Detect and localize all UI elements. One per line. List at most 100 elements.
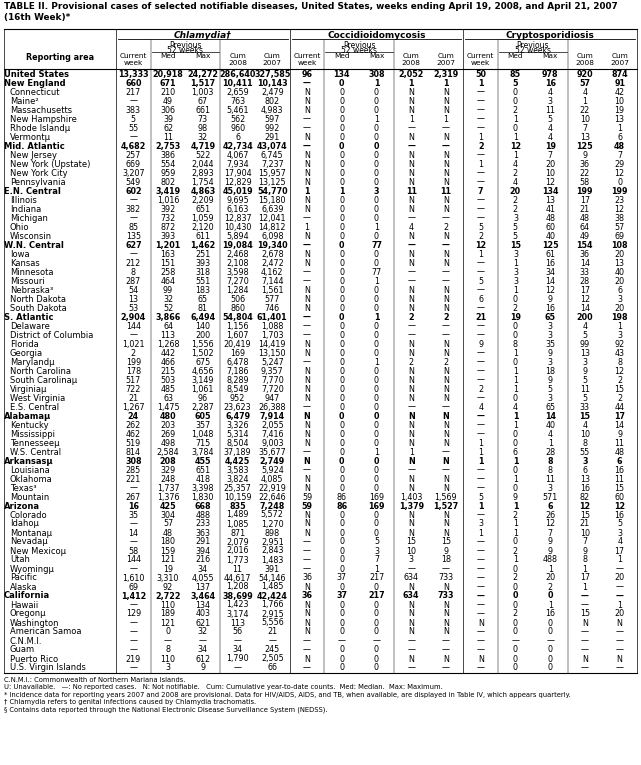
Text: 2: 2 (408, 312, 414, 321)
Text: N: N (304, 177, 310, 187)
Text: 0: 0 (339, 582, 344, 591)
Text: (16th Week)*: (16th Week)* (4, 13, 71, 22)
Text: S. Atlantic: S. Atlantic (4, 312, 53, 321)
Text: —: — (233, 636, 242, 646)
Text: N: N (443, 285, 449, 295)
Text: 0: 0 (374, 474, 379, 483)
Text: 3: 3 (547, 321, 553, 330)
Text: N: N (443, 519, 449, 529)
Text: 0: 0 (374, 123, 379, 132)
Text: N: N (408, 340, 414, 349)
Text: N: N (443, 168, 449, 177)
Text: 0: 0 (339, 330, 344, 340)
Text: 0: 0 (374, 177, 379, 187)
Text: 19,340: 19,340 (257, 240, 288, 249)
Text: 0: 0 (547, 663, 553, 672)
Text: N: N (443, 610, 449, 618)
Text: 382: 382 (126, 204, 141, 213)
Text: 9: 9 (582, 366, 587, 376)
Text: 5: 5 (617, 519, 622, 529)
Text: 245: 245 (265, 646, 280, 655)
Text: 0: 0 (374, 376, 379, 385)
Text: 1: 1 (513, 457, 518, 465)
Text: N: N (443, 376, 449, 385)
Text: 55: 55 (128, 123, 138, 132)
Text: 2,120: 2,120 (192, 223, 214, 232)
Text: South Dakota: South Dakota (10, 304, 67, 312)
Text: —: — (615, 582, 624, 591)
Text: 248: 248 (160, 474, 176, 483)
Text: 3: 3 (617, 529, 622, 538)
Text: New York City: New York City (10, 168, 67, 177)
Text: 0: 0 (339, 483, 344, 493)
Text: 121: 121 (160, 618, 176, 627)
Text: 418: 418 (196, 474, 210, 483)
Text: 13: 13 (580, 349, 590, 357)
Text: 1,267: 1,267 (122, 402, 145, 412)
Text: N: N (443, 438, 449, 448)
Text: 0: 0 (513, 591, 518, 601)
Text: 1,048: 1,048 (192, 429, 214, 438)
Text: 4: 4 (583, 321, 587, 330)
Text: —: — (303, 115, 311, 123)
Text: 11: 11 (580, 385, 590, 393)
Text: C.N.M.I.: Commonwealth of Northern Mariana Islands.: C.N.M.I.: Commonwealth of Northern Maria… (4, 676, 185, 682)
Text: 0: 0 (339, 79, 344, 87)
Text: 959: 959 (160, 168, 176, 177)
Text: 200: 200 (196, 330, 210, 340)
Text: 0: 0 (374, 340, 379, 349)
Text: 6: 6 (617, 132, 622, 142)
Text: 1: 1 (374, 79, 379, 87)
Text: N: N (478, 655, 484, 663)
Text: N: N (304, 601, 310, 610)
Text: 11: 11 (545, 106, 555, 115)
Text: 394: 394 (196, 546, 210, 555)
Text: 466: 466 (161, 357, 176, 366)
Text: 7: 7 (374, 555, 379, 565)
Text: 1,610: 1,610 (122, 574, 145, 582)
Text: 39: 39 (163, 115, 173, 123)
Text: 1: 1 (374, 565, 379, 574)
Text: —: — (477, 106, 485, 115)
Text: 212: 212 (126, 259, 141, 268)
Text: 8: 8 (547, 457, 553, 465)
Text: 1: 1 (478, 502, 483, 510)
Text: 291: 291 (196, 538, 210, 546)
Text: —: — (407, 636, 415, 646)
Text: 9: 9 (547, 349, 553, 357)
Text: —: — (129, 627, 137, 636)
Text: 1: 1 (408, 79, 414, 87)
Text: 14: 14 (545, 412, 556, 421)
Text: —: — (129, 618, 137, 627)
Text: N: N (304, 249, 310, 259)
Text: 835: 835 (229, 502, 246, 510)
Text: 19: 19 (163, 565, 173, 574)
Text: N: N (443, 204, 449, 213)
Text: 9: 9 (547, 376, 553, 385)
Text: —: — (303, 357, 311, 366)
Text: 4: 4 (547, 429, 553, 438)
Text: 2: 2 (513, 546, 518, 555)
Text: 7: 7 (582, 123, 587, 132)
Text: 7,186: 7,186 (226, 366, 249, 376)
Text: —: — (477, 213, 485, 223)
Text: 960: 960 (230, 123, 245, 132)
Text: —: — (407, 465, 415, 474)
Text: 1: 1 (513, 366, 518, 376)
Text: 12: 12 (580, 295, 590, 304)
Text: 110: 110 (161, 601, 176, 610)
Text: 14: 14 (128, 529, 138, 538)
Text: Nebraska³: Nebraska³ (10, 285, 53, 295)
Text: 872: 872 (160, 223, 176, 232)
Text: 24,272: 24,272 (187, 70, 219, 79)
Text: 28: 28 (580, 276, 590, 285)
Text: 44: 44 (615, 402, 624, 412)
Text: 1: 1 (374, 312, 379, 321)
Text: N: N (408, 438, 414, 448)
Text: 0: 0 (374, 457, 379, 465)
Text: 1: 1 (513, 555, 518, 565)
Text: 4: 4 (547, 87, 553, 96)
Text: Current
week: Current week (467, 53, 494, 66)
Text: 4,656: 4,656 (192, 366, 214, 376)
Text: 0: 0 (374, 601, 379, 610)
